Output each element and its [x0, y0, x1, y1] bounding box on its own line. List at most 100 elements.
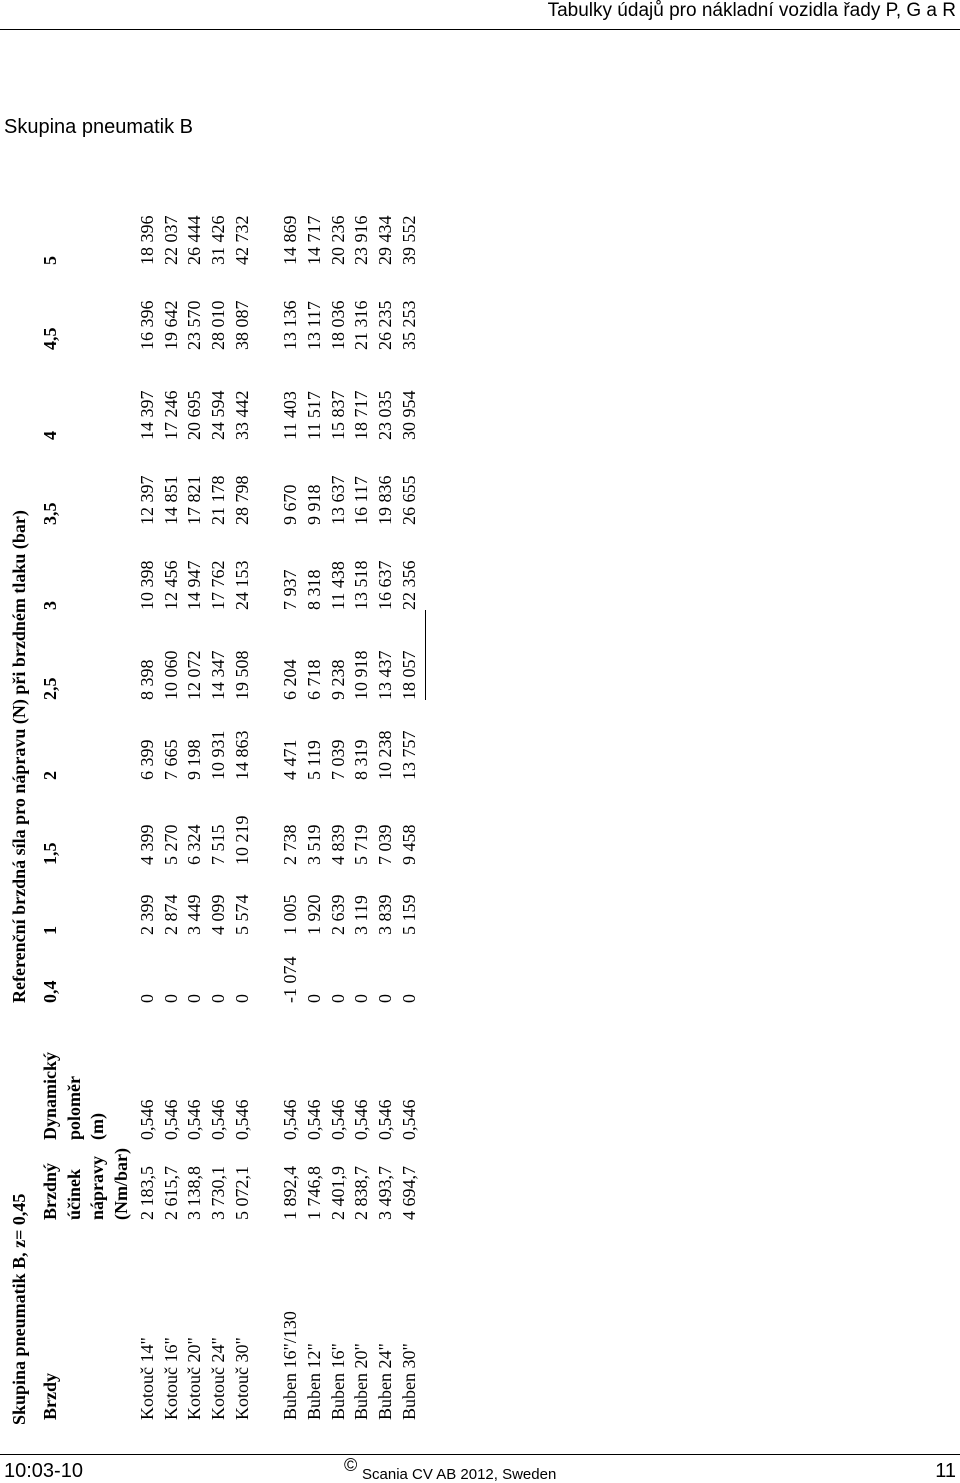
cell: 16 396: [137, 300, 157, 351]
cell: 14 717: [304, 215, 324, 266]
cell: 2 399: [137, 894, 157, 936]
cell: 12 397: [137, 475, 157, 526]
cell: 5 159: [399, 894, 419, 936]
cell: 0,546: [399, 1099, 419, 1141]
cell: 2 738: [280, 824, 300, 866]
cell: 14 869: [280, 215, 300, 266]
cell: 23 916: [351, 215, 371, 266]
cell: 9 918: [304, 484, 324, 526]
row-label: Kotouč 24": [208, 1337, 228, 1420]
cell: 7 937: [280, 569, 300, 611]
cell: 18 396: [137, 215, 157, 266]
cell: 9 198: [184, 739, 204, 781]
cell: 31 426: [208, 215, 228, 266]
cell: 3 519: [304, 824, 324, 866]
cell: 0,546: [351, 1099, 371, 1141]
header-rule: [0, 29, 960, 30]
table-title: Skupina pneumatik B, z= 0,45: [9, 1193, 29, 1425]
cell: 30 954: [399, 390, 419, 441]
cell: 26 235: [375, 300, 395, 351]
rule: [425, 610, 426, 700]
column-header: Brzdný: [40, 1162, 60, 1220]
row-label: Kotouč 20": [184, 1337, 204, 1420]
column-header: Brzdy: [40, 1373, 60, 1420]
cell: 10 931: [208, 730, 228, 781]
cell: 13 518: [351, 560, 371, 611]
cell: 3 493,7: [375, 1166, 395, 1220]
cell: 3 449: [184, 894, 204, 936]
cell: 29 434: [375, 215, 395, 266]
cell: 35 253: [399, 300, 419, 351]
cell: 28 798: [232, 475, 252, 526]
cell: 39 552: [399, 215, 419, 266]
cell: 23 570: [184, 300, 204, 351]
cell: 17 762: [208, 560, 228, 611]
column-header: 4,5: [40, 327, 60, 351]
cell: 6 204: [280, 659, 300, 701]
cell: 7 039: [328, 739, 348, 781]
cell: 4 399: [137, 824, 157, 866]
cell: 14 851: [161, 475, 181, 526]
cell: 16 637: [375, 560, 395, 611]
cell: 10 918: [351, 650, 371, 701]
cell: 7 039: [375, 824, 395, 866]
cell: 4 099: [208, 894, 228, 936]
cell: 0: [137, 994, 157, 1003]
column-header: Dynamický: [40, 1051, 60, 1140]
cell: 13 117: [304, 301, 324, 350]
cell: 0,546: [375, 1099, 395, 1141]
cell: 8 398: [137, 659, 157, 701]
footer-rule: [0, 1454, 960, 1455]
cell: 3 138,8: [184, 1166, 204, 1220]
cell: 6 718: [304, 659, 324, 701]
column-header: (m): [87, 1113, 107, 1140]
cell: 0: [208, 994, 228, 1003]
cell: 5 719: [351, 824, 371, 866]
column-header: 1,5: [40, 842, 60, 866]
footer-date: 10:03-10: [4, 1460, 83, 1482]
cell: 26 444: [184, 215, 204, 266]
cell: 9 670: [280, 484, 300, 526]
cell: 6 324: [184, 824, 204, 866]
cell: 11 403: [280, 391, 300, 440]
cell: 0: [351, 994, 371, 1003]
column-header: 2: [40, 771, 60, 780]
column-header: 3: [40, 601, 60, 610]
cell: 0,546: [304, 1099, 324, 1141]
cell: 22 037: [161, 215, 181, 266]
column-header: 4: [40, 431, 60, 440]
cell: 5 072,1: [232, 1166, 252, 1220]
cell: 0: [184, 994, 204, 1003]
cell: 0: [399, 994, 419, 1003]
cell: 13 757: [399, 730, 419, 781]
cell: 5 119: [304, 740, 324, 780]
cell: 0: [232, 994, 252, 1003]
cell: 8 318: [304, 569, 324, 611]
cell: 10 398: [137, 560, 157, 611]
cell: 12 456: [161, 560, 181, 611]
row-label: Buben 12": [304, 1343, 324, 1420]
cell: 14 397: [137, 390, 157, 441]
column-header: poloměr: [63, 1076, 84, 1140]
cell: 11 517: [304, 391, 324, 440]
column-header: 5: [40, 256, 60, 265]
cell: 2 838,7: [351, 1166, 371, 1220]
column-header: nápravy: [87, 1155, 107, 1220]
cell: 1 005: [280, 894, 300, 936]
cell: 0,546: [137, 1099, 157, 1141]
cell: 0: [304, 994, 324, 1003]
cell: 0,546: [161, 1099, 181, 1141]
column-header: 1: [40, 926, 60, 935]
cell: 10 238: [375, 730, 395, 781]
section-title: Skupina pneumatik B: [4, 116, 194, 138]
cell: 21 178: [208, 475, 228, 526]
row-label: Buben 24": [375, 1343, 395, 1420]
row-label: Buben 16"/130: [280, 1311, 300, 1420]
cell: 0,546: [208, 1099, 228, 1141]
cell: 23 035: [375, 390, 395, 441]
cell: 5 270: [161, 824, 181, 866]
cell: 20 236: [328, 215, 348, 266]
cell: 28 010: [208, 300, 228, 351]
cell: 1 920: [304, 894, 324, 936]
